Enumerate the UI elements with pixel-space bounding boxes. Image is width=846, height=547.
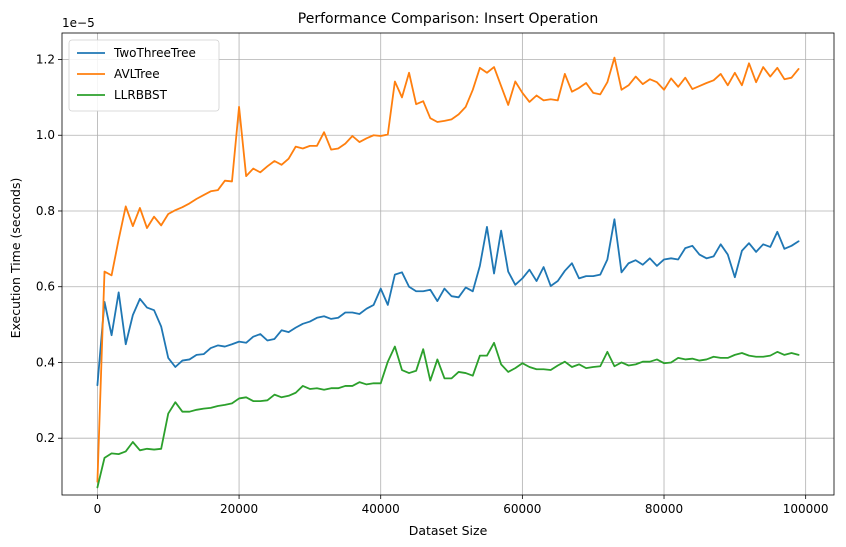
x-tick-label: 60000 [503, 502, 541, 516]
y-tick-label: 1.0 [36, 128, 55, 142]
chart-title: Performance Comparison: Insert Operation [298, 11, 598, 27]
legend-entry: TwoThreeTree [113, 46, 196, 60]
x-tick-label: 40000 [362, 502, 400, 516]
series-line-avltree [96, 56, 800, 483]
y-axis-ticks: 0.2 0.4 0.6 0.8 1.0 1.2 [36, 53, 62, 445]
x-tick-label: 100000 [783, 502, 829, 516]
series-layer [96, 56, 800, 489]
x-tick-label: 80000 [645, 502, 683, 516]
grid [62, 33, 834, 495]
legend: TwoThreeTree AVLTree LLRBBST [68, 39, 220, 112]
y-axis-label: Execution Time (seconds) [8, 178, 23, 339]
x-axis-label: Dataset Size [409, 523, 488, 538]
x-tick-label: 0 [94, 502, 102, 516]
y-tick-label: 0.4 [36, 355, 55, 369]
y-tick-label: 0.2 [36, 431, 55, 445]
legend-box [68, 39, 220, 112]
y-tick-label: 1.2 [36, 53, 55, 67]
plot-frame [61, 32, 835, 496]
y-tick-label: 0.6 [36, 280, 55, 294]
x-tick-label: 20000 [220, 502, 258, 516]
legend-entry: LLRBBST [114, 88, 168, 102]
series-line-twothreetree [96, 218, 800, 387]
legend-entry: AVLTree [114, 67, 160, 81]
x-axis-ticks: 0 20000 40000 60000 80000 100000 [94, 495, 829, 516]
y-axis-offset-label: 1e−5 [62, 16, 95, 30]
series-line-llrbbst [96, 341, 800, 489]
y-tick-label: 0.8 [36, 204, 55, 218]
